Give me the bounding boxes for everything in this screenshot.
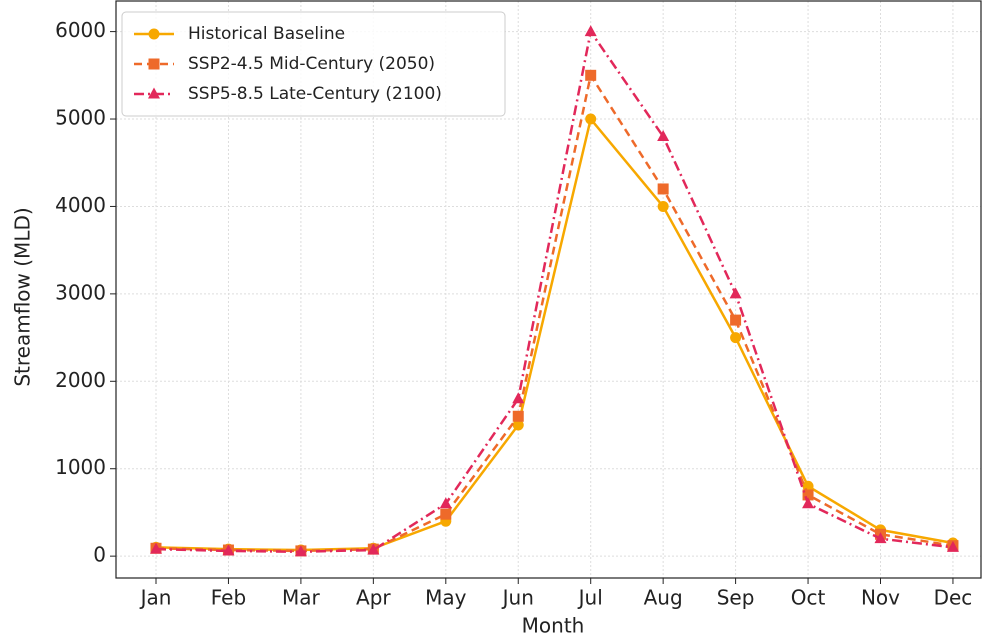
point	[222, 544, 235, 556]
point	[874, 532, 887, 544]
x-tick-label: Jul	[577, 586, 603, 610]
point	[512, 419, 524, 431]
series	[150, 113, 959, 556]
x-tick-label: Dec	[934, 586, 973, 610]
point	[148, 58, 160, 70]
point	[729, 287, 742, 299]
point	[802, 497, 815, 509]
series-line	[155, 116, 954, 552]
point	[657, 130, 670, 142]
legend-box	[121, 11, 506, 117]
x-tick-label: Jan	[139, 586, 172, 610]
point	[585, 113, 597, 125]
plot-frame	[115, 0, 982, 579]
point	[440, 508, 452, 520]
x-tick-label: Nov	[861, 586, 900, 610]
point	[730, 314, 742, 326]
legend-label: Historical Baseline	[188, 24, 345, 44]
y-tick-label: 2000	[55, 368, 106, 392]
x-tick-label: Apr	[356, 586, 391, 610]
series	[150, 69, 959, 557]
x-tick-label: Aug	[644, 586, 683, 610]
x-tick-label: Oct	[791, 586, 826, 610]
point	[585, 69, 597, 81]
point	[148, 28, 160, 40]
y-axis-label: Streamflow (MLD)	[11, 207, 35, 386]
series-line	[155, 72, 954, 553]
x-axis-label: Month	[522, 614, 585, 638]
point	[512, 410, 524, 422]
x-tick-label: Mar	[282, 586, 321, 610]
legend-label: SSP5-8.5 Late-Century (2100)	[188, 84, 442, 104]
legend-label: SSP2-4.5 Mid-Century (2050)	[188, 54, 435, 74]
point	[946, 540, 959, 552]
legend: Historical Baseline SSP2-4.5 Mid-Century …	[121, 11, 506, 117]
point	[148, 87, 160, 99]
point	[657, 183, 669, 195]
x-tick-label: May	[425, 586, 467, 610]
y-tick-label: 6000	[55, 18, 106, 42]
point	[150, 542, 162, 554]
y-tick-label: 1000	[55, 455, 106, 479]
point	[584, 25, 597, 37]
series	[150, 25, 959, 557]
point	[730, 332, 742, 344]
x-tick-label: Feb	[211, 586, 246, 610]
point	[657, 200, 669, 212]
y-tick-label: 4000	[55, 193, 106, 217]
point	[294, 545, 307, 557]
point	[802, 489, 814, 501]
x-tick-label: Sep	[717, 586, 755, 610]
point	[512, 392, 525, 404]
y-tick-label: 3000	[55, 280, 106, 304]
x-tick-label: Jun	[501, 586, 534, 610]
point	[367, 543, 380, 555]
y-tick-label: 5000	[55, 106, 106, 130]
y-tick-label: 0	[93, 543, 106, 567]
series-line	[155, 28, 954, 554]
point	[439, 497, 452, 509]
